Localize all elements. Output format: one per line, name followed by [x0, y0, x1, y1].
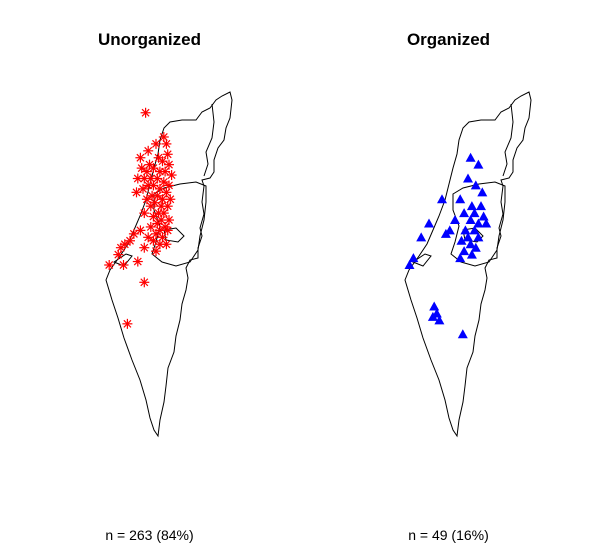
triangle-marker	[440, 228, 451, 238]
triangle-marker	[455, 194, 466, 204]
asterisk-marker	[161, 187, 172, 198]
asterisk-marker	[139, 208, 150, 219]
asterisk-marker	[162, 149, 173, 160]
panel-title: Organized	[406, 30, 491, 49]
asterisk-marker	[135, 225, 146, 236]
asterisk-marker	[145, 221, 156, 232]
triangle-marker	[437, 194, 447, 204]
asterisk-marker	[139, 173, 150, 184]
triangle-marker	[460, 225, 471, 235]
sample-count: n = 263 (84%)	[105, 527, 194, 543]
triangle-marker	[469, 225, 480, 235]
asterisk-marker	[131, 187, 142, 198]
asterisk-marker	[162, 225, 173, 236]
triangle-marker	[465, 239, 476, 249]
triangle-marker	[457, 329, 468, 339]
triangle-marker	[427, 311, 438, 321]
asterisk-marker	[164, 215, 174, 226]
asterisk-marker	[113, 249, 124, 260]
triangle-marker	[463, 173, 473, 183]
triangle-marker	[469, 208, 480, 218]
triangle-marker	[456, 235, 467, 245]
observation-markers	[104, 107, 177, 329]
triangle-marker	[459, 246, 470, 256]
asterisk-marker	[158, 176, 169, 187]
asterisk-marker	[151, 246, 161, 257]
asterisk-marker	[145, 201, 156, 212]
asterisk-marker	[164, 159, 174, 170]
asterisk-marker	[140, 107, 151, 118]
triangle-marker	[424, 218, 434, 228]
triangle-marker	[473, 159, 484, 169]
israel-map-unorganized	[104, 91, 233, 438]
triangle-marker	[476, 201, 486, 211]
asterisk-marker	[104, 260, 115, 270]
asterisk-marker	[148, 211, 159, 222]
asterisk-marker	[125, 235, 135, 246]
asterisk-marker	[132, 256, 143, 267]
asterisk-marker	[139, 277, 150, 288]
triangle-marker	[463, 232, 473, 242]
asterisk-marker	[143, 232, 154, 243]
asterisk-marker	[162, 201, 173, 212]
triangle-marker	[450, 215, 460, 225]
triangle-marker	[408, 253, 419, 263]
observation-markers	[404, 152, 492, 339]
asterisk-marker	[136, 163, 147, 174]
triangle-marker	[477, 187, 488, 197]
asterisk-marker	[135, 152, 146, 163]
asterisk-marker	[152, 173, 163, 184]
asterisk-marker	[161, 138, 172, 149]
asterisk-marker	[118, 260, 129, 270]
asterisk-marker	[139, 242, 150, 253]
asterisk-marker	[166, 170, 177, 181]
triangle-marker	[465, 215, 476, 225]
asterisk-marker	[143, 145, 154, 156]
triangle-marker	[473, 218, 484, 228]
triangle-marker	[470, 242, 481, 252]
triangle-marker	[434, 315, 445, 325]
asterisk-marker	[122, 318, 133, 329]
triangle-marker	[429, 301, 440, 311]
triangle-marker	[470, 180, 481, 190]
triangle-marker	[466, 249, 477, 259]
triangle-marker	[459, 208, 470, 218]
panel-title: Unorganized	[98, 30, 201, 49]
triangle-marker	[416, 232, 427, 242]
triangle-marker	[466, 201, 477, 211]
triangle-marker	[465, 152, 476, 162]
triangle-marker	[481, 218, 492, 228]
triangle-marker	[473, 232, 484, 242]
triangle-marker	[478, 211, 489, 221]
country-outline	[404, 91, 532, 438]
asterisk-marker	[151, 138, 161, 149]
unorganized-panel: Unorganized n = 263 (84%)	[98, 30, 233, 543]
asterisk-marker	[161, 239, 172, 250]
organized-panel: Organized n = 49 (16%)	[299, 0, 598, 547]
sample-count: n = 49 (16%)	[408, 527, 489, 543]
triangle-marker	[404, 260, 415, 269]
asterisk-marker	[141, 194, 152, 205]
triangle-marker	[455, 253, 466, 263]
israel-map-organized	[404, 91, 532, 438]
